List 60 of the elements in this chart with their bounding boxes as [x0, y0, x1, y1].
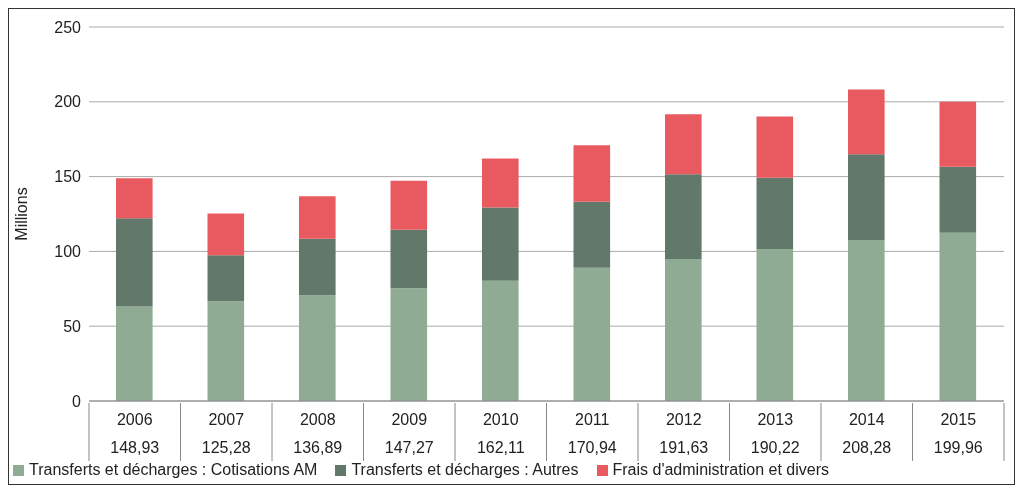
- x-tick-label: 2009: [391, 411, 428, 428]
- total-label: 147,27: [384, 439, 434, 456]
- y-tick-label: 250: [54, 18, 82, 36]
- x-tick-label: 2010: [482, 411, 519, 428]
- total-label: 162,11: [476, 439, 525, 456]
- legend-label: Transferts et décharges : Cotisations AM: [29, 461, 318, 479]
- total-label: 136,89: [293, 439, 343, 456]
- bar: [299, 238, 336, 296]
- total-label: 208,28: [842, 439, 892, 456]
- bar: [207, 301, 245, 401]
- x-tick-label: 2006: [116, 411, 153, 428]
- total-label: 190,22: [750, 439, 800, 456]
- total-label: 125,28: [201, 439, 251, 456]
- x-tick-label: 2011: [575, 411, 610, 428]
- bar: [482, 280, 519, 401]
- bar: [756, 249, 794, 401]
- x-tick-label: 2007: [208, 411, 245, 428]
- total-label: 170,94: [567, 439, 617, 456]
- bar: [482, 207, 519, 281]
- bar: [299, 295, 336, 401]
- bar: [207, 213, 245, 256]
- y-tick-label: 50: [63, 317, 82, 335]
- bar: [939, 101, 977, 167]
- total-label: 148,93: [110, 439, 160, 456]
- x-tick-label: 2012: [665, 411, 702, 428]
- bar: [665, 258, 702, 401]
- bar: [390, 288, 428, 401]
- bar: [390, 229, 428, 289]
- y-tick-label: 100: [54, 243, 82, 261]
- bar: [116, 178, 153, 219]
- bar: [848, 239, 885, 401]
- bar: [665, 174, 702, 259]
- y-tick-label: 200: [54, 93, 82, 111]
- bar: [573, 267, 611, 401]
- x-tick-label: 2013: [757, 411, 794, 428]
- bar: [939, 232, 977, 401]
- bar: [756, 116, 794, 178]
- x-tick-label: 2014: [848, 411, 885, 428]
- x-tick-label: 2015: [940, 411, 977, 428]
- y-tick-label: 0: [72, 392, 82, 410]
- bar: [116, 218, 153, 307]
- legend-label: Transferts et décharges : Autres: [351, 461, 579, 479]
- x-tick-label: 2008: [299, 411, 336, 428]
- bar: [207, 255, 245, 302]
- y-axis-title: Millions: [12, 187, 30, 241]
- y-tick-label: 150: [54, 168, 82, 186]
- bar: [573, 201, 611, 268]
- bar: [665, 114, 702, 175]
- bar: [756, 177, 794, 250]
- bar: [116, 306, 153, 401]
- bar: [482, 158, 519, 208]
- bar: [939, 166, 977, 233]
- total-label: 199,96: [933, 439, 983, 456]
- bar: [848, 89, 885, 155]
- bar: [848, 154, 885, 240]
- bar: [390, 180, 428, 230]
- bar: [299, 196, 336, 239]
- total-label: 191,63: [659, 439, 709, 456]
- bar: [573, 145, 611, 202]
- legend-label: Frais d'administration et divers: [612, 461, 829, 479]
